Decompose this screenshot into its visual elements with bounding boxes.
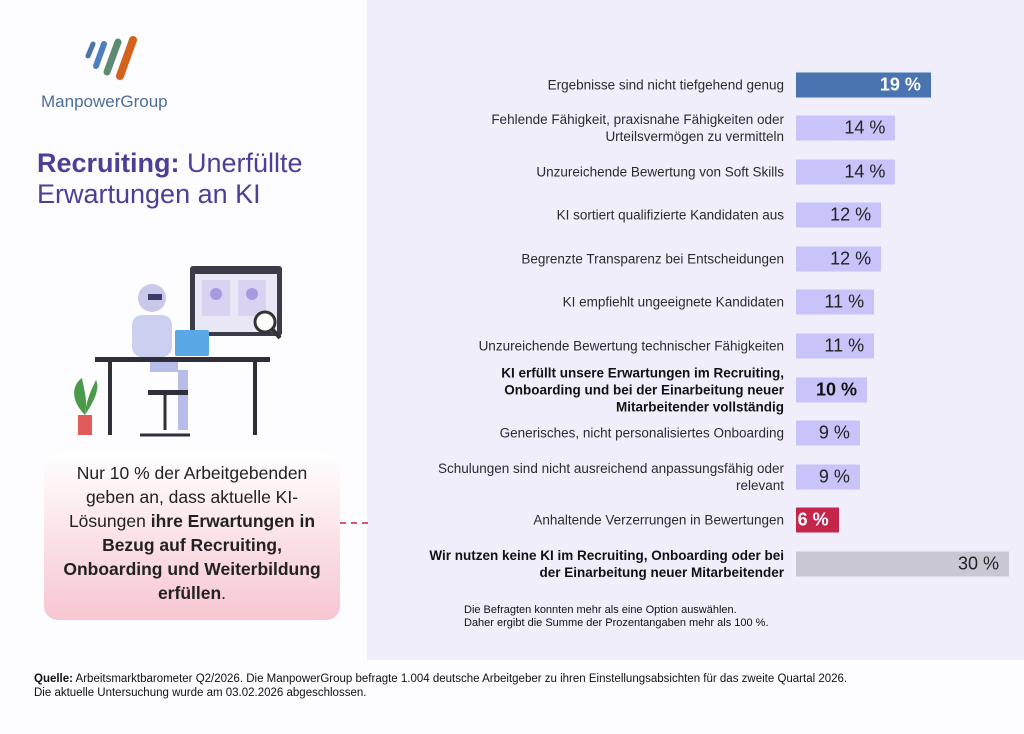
value-label: 10 % xyxy=(815,379,857,400)
value-label: 6 % xyxy=(797,509,829,530)
value-label: 12 % xyxy=(830,248,872,269)
category-label: Unzureichende Bewertung technischer Fähi… xyxy=(478,338,784,354)
bar: 14 % xyxy=(796,159,896,185)
value-label: 9 % xyxy=(818,466,850,487)
value-label: 19 % xyxy=(879,74,921,95)
chart-panel xyxy=(367,0,1024,660)
bar: 19 % xyxy=(796,72,931,98)
value-label: 30 % xyxy=(957,553,999,574)
bar: 12 % xyxy=(796,202,882,228)
category-label: Unzureichende Bewertung von Soft Skills xyxy=(536,164,784,180)
value-label: 14 % xyxy=(844,161,886,182)
manpowergroup-logo xyxy=(85,36,137,80)
connector-dashed-line xyxy=(340,522,368,524)
bar: 9 % xyxy=(796,464,860,490)
robot-at-desk-illustration xyxy=(74,266,282,437)
source-footnote: Quelle: Arbeitsmarktbarometer Q2/2026. D… xyxy=(34,673,848,699)
chart-note: Die Befragten konnten mehr als eine Opti… xyxy=(464,604,769,629)
category-label: KI empfiehlt ungeeignete Kandidaten xyxy=(562,294,784,310)
bar: 11 % xyxy=(796,333,875,359)
bar: 6 % xyxy=(796,507,839,533)
value-label: 12 % xyxy=(830,204,872,225)
value-label: 9 % xyxy=(818,422,850,443)
category-label: Ergebnisse sind nicht tiefgehend genug xyxy=(547,77,784,93)
value-label: 14 % xyxy=(844,117,886,138)
value-label: 11 % xyxy=(824,291,865,312)
category-label: KI sortiert qualifizierte Kandidaten aus xyxy=(556,207,784,223)
bar: 12 % xyxy=(796,246,882,272)
category-label: KI erfüllt unsere Erwartungen im Recruit… xyxy=(501,365,784,415)
category-label: Wir nutzen keine KI im Recruiting, Onboa… xyxy=(429,548,784,580)
category-label: Fehlende Fähigkeit, praxisnahe Fähigkeit… xyxy=(491,112,784,144)
bar: 9 % xyxy=(796,420,860,446)
bar: 14 % xyxy=(796,115,896,141)
page-title: Recruiting: Unerfüllte Erwartungen an KI xyxy=(37,148,303,209)
bar: 11 % xyxy=(796,289,875,315)
bar: 10 % xyxy=(796,377,867,403)
category-label: Anhaltende Verzerrungen in Bewertungen xyxy=(533,512,784,528)
category-label: Begrenzte Transparenz bei Entscheidungen xyxy=(521,251,784,267)
category-label: Generisches, nicht personalisiertes Onbo… xyxy=(499,425,784,441)
brand-name: ManpowerGroup xyxy=(41,92,168,111)
key-finding-callout: Nur 10 % der Arbeitgebenden geben an, da… xyxy=(44,453,340,620)
category-label: Schulungen sind nicht ausreichend anpass… xyxy=(438,461,784,493)
bar: 30 % xyxy=(796,551,1009,577)
value-label: 11 % xyxy=(824,335,865,356)
